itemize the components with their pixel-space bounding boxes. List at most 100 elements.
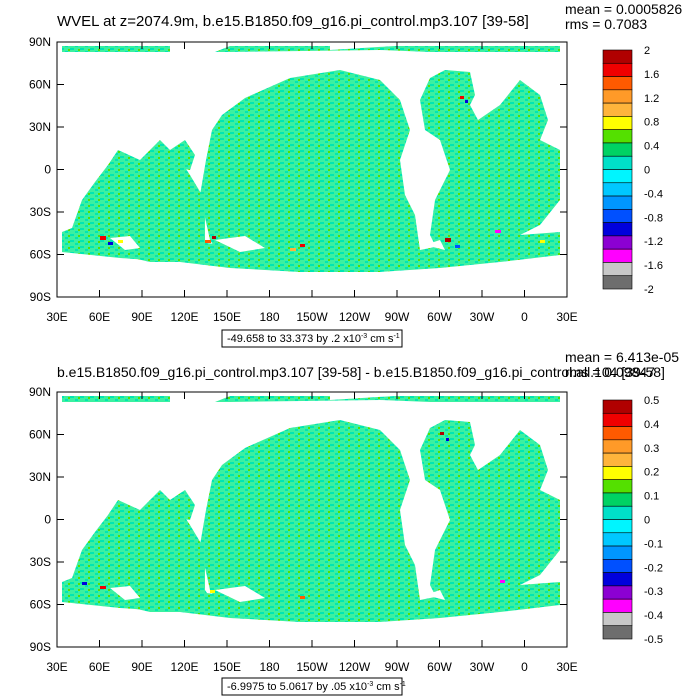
panel-top: WVEL at z=2074.9m, b.e15.B1850.f09_g16.p…: [29, 1, 682, 348]
range-box-frame: [221, 329, 403, 348]
colorbar-swatch: [602, 519, 633, 534]
colorbar-swatch: [602, 479, 633, 494]
hotspots: [82, 432, 505, 599]
axis-ticks: 30E 60E 90E 120E 150E 180 150W 120W 90W 60W 30W 0 30…: [29, 35, 578, 324]
x-tick-label: 150W: [296, 310, 328, 324]
x-tick-label: 120W: [339, 310, 371, 324]
colorbar-swatch: [602, 466, 633, 480]
x-tick-label: 150E: [213, 660, 241, 674]
colorbar-swatch: [602, 572, 633, 587]
colorbar-label: 0: [644, 165, 650, 177]
colorbar-swatch: [602, 142, 633, 157]
colorbar-label: -0.5: [644, 634, 663, 646]
x-tick-label: 180: [259, 660, 279, 674]
colorbar-label: -0.3: [644, 586, 663, 598]
range-label: -49.658 to 33.373 by .2 x10-3 cm s-1: [227, 333, 400, 345]
map-area: [57, 392, 567, 647]
colorbar-swatch: [602, 399, 633, 414]
colorbar-swatch: [602, 452, 633, 467]
ocean-field: [62, 46, 560, 272]
range-text: -49.658 to 33.373 by .2 x10: [227, 333, 361, 345]
colorbar-swatch: [602, 598, 633, 613]
stat-mean: mean = 0.0005826: [565, 1, 682, 17]
colorbar-label: 0.1: [644, 491, 659, 503]
colorbar-swatch: [602, 545, 633, 560]
x-tick-label: 180: [259, 310, 279, 324]
x-tick-label: 150E: [213, 310, 241, 324]
colorbar-swatch: [602, 439, 633, 454]
colorbar-swatch: [602, 209, 633, 223]
y-tick-label: 90N: [29, 35, 51, 49]
range-label: -6.9975 to 5.0617 by .05 x10-3 cm s-1: [227, 681, 406, 693]
x-tick-label: 120E: [170, 310, 198, 324]
panel-title: b.e15.B1850.f09_g16.pi_control.mp3.107 […: [57, 364, 665, 380]
y-tick-label: 30N: [29, 470, 51, 484]
x-tick-label: 120W: [339, 660, 371, 674]
colorbar-swatch: [602, 102, 633, 117]
colorbar-label: 0.4: [644, 141, 659, 153]
colorbar-swatch: [602, 89, 633, 104]
x-tick-label: 30E: [46, 660, 67, 674]
y-tick-label: 30N: [29, 120, 51, 134]
y-tick-label: 30S: [30, 555, 51, 569]
colorbar: 2 1.6 1.2 0.8 0.4 0 -0.4 -0.8 -1.2 -1.6 -2: [602, 45, 663, 296]
colorbar-label: 0: [644, 515, 650, 527]
x-tick-label: 90E: [131, 310, 152, 324]
colorbar-label: 0.2: [644, 467, 659, 479]
colorbar-swatch: [602, 625, 633, 640]
colorbar-label: 0.3: [644, 443, 659, 455]
stat-rms: rms = 0.09847: [565, 364, 655, 380]
colorbar-swatch: [602, 559, 633, 573]
range-unit: cm s: [373, 681, 400, 693]
colorbar-swatch: [602, 235, 633, 250]
x-tick-label: 90W: [385, 660, 410, 674]
colorbar-swatch: [602, 412, 633, 427]
range-exponent: -3: [367, 681, 373, 688]
colorbar-swatch: [602, 169, 633, 184]
y-tick-label: 90S: [30, 290, 51, 304]
colorbar-swatch: [602, 222, 633, 237]
range-unit-exponent: -1: [400, 681, 406, 688]
range-text: -6.9975 to 5.0617 by .05 x10: [227, 681, 367, 693]
colorbar-swatch: [602, 62, 633, 77]
colorbar-swatch: [602, 492, 633, 507]
x-tick-label: 120E: [170, 660, 198, 674]
stat-mean: mean = 6.413e-05: [565, 349, 679, 365]
x-tick-label: 90E: [131, 660, 152, 674]
colorbar-swatch: [602, 195, 633, 210]
colorbar-label: -2: [644, 284, 654, 296]
x-tick-label: 60W: [427, 310, 452, 324]
x-tick-label: 60E: [89, 660, 110, 674]
colorbar: 0.5 0.4 0.3 0.2 0.1 0 -0.1 -0.2 -0.3 -0.4 -0.5: [602, 395, 663, 646]
map-area: [57, 42, 567, 297]
x-tick-label: 90W: [385, 310, 410, 324]
colorbar-swatch: [602, 49, 633, 64]
hotspots: [100, 96, 545, 251]
x-tick-label: 60E: [89, 310, 110, 324]
colorbar-label: -0.4: [644, 610, 663, 622]
colorbar-label: 2: [644, 45, 650, 57]
x-tick-label: 30E: [46, 310, 67, 324]
x-tick-label: 60W: [427, 660, 452, 674]
colorbar-swatch: [602, 532, 633, 547]
colorbar-label: -0.4: [644, 188, 663, 200]
x-tick-label: 150W: [296, 660, 328, 674]
colorbar-swatch: [602, 129, 633, 144]
range-box: -6.9975 to 5.0617 by .05 x10-3 cm s-1: [221, 677, 406, 696]
colorbar-label: 0.8: [644, 117, 659, 129]
colorbar-label: 1.6: [644, 69, 659, 81]
colorbar-label: -0.2: [644, 562, 663, 574]
colorbar-swatch: [602, 116, 633, 130]
colorbar-label: -0.8: [644, 212, 663, 224]
y-tick-label: 0: [44, 513, 51, 527]
x-tick-label: 0: [521, 660, 528, 674]
x-tick-label: 0: [521, 310, 528, 324]
colorbar-swatch: [602, 426, 633, 441]
y-tick-label: 60N: [29, 428, 51, 442]
colorbar-swatch: [602, 248, 633, 263]
colorbar-swatch: [602, 505, 633, 520]
range-unit: cm s: [367, 333, 394, 345]
range-exponent: -3: [361, 333, 367, 340]
y-tick-label: 60S: [30, 598, 51, 612]
